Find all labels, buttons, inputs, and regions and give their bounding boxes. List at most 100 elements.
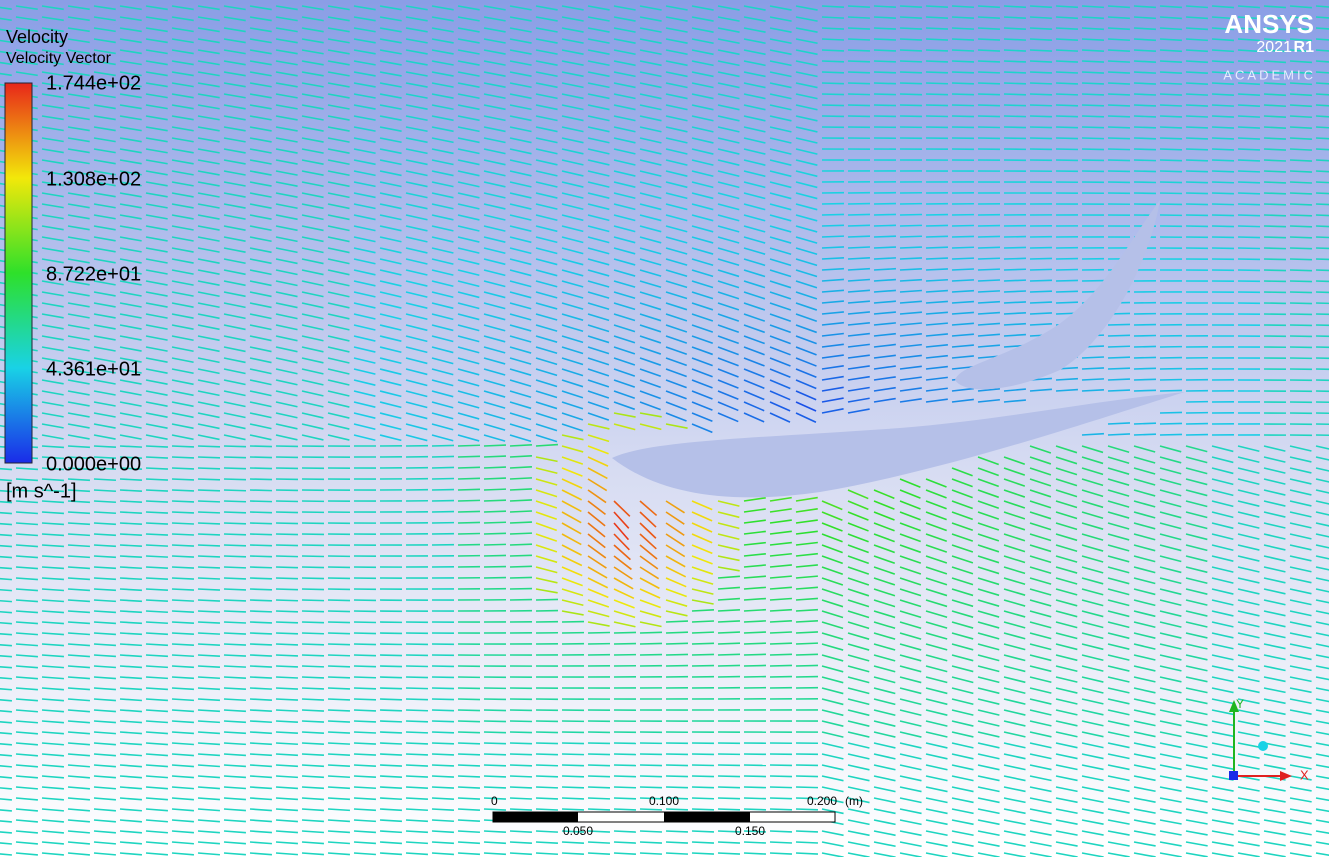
velocity-vector <box>1081 60 1105 63</box>
velocity-vector <box>41 170 64 176</box>
velocity-vector <box>1081 819 1104 825</box>
velocity-vector <box>119 467 143 470</box>
velocity-vector <box>821 665 844 673</box>
velocity-vector <box>41 82 64 88</box>
velocity-vector <box>249 709 273 713</box>
velocity-vector <box>1263 247 1287 250</box>
velocity-vector <box>1003 322 1027 326</box>
velocity-vector <box>1185 555 1208 563</box>
velocity-vector <box>457 477 481 480</box>
velocity-vector <box>769 82 792 89</box>
velocity-vector <box>509 401 532 410</box>
velocity-vector <box>587 467 608 480</box>
velocity-vector <box>327 324 350 331</box>
velocity-vector <box>275 764 299 768</box>
velocity-vector <box>327 753 351 756</box>
velocity-vector <box>457 71 480 77</box>
velocity-vector <box>1003 115 1027 118</box>
velocity-vector <box>769 148 792 155</box>
velocity-vector <box>613 511 630 529</box>
velocity-vector <box>561 214 584 222</box>
velocity-vector <box>873 533 895 543</box>
velocity-vector <box>327 808 351 812</box>
velocity-vector <box>873 588 896 597</box>
velocity-vector <box>561 522 582 535</box>
velocity-vector <box>1133 356 1157 359</box>
velocity-vector <box>1315 621 1329 626</box>
velocity-vector <box>1055 698 1078 705</box>
velocity-vector <box>1289 192 1313 195</box>
velocity-vector <box>925 742 948 749</box>
velocity-vector <box>1159 742 1182 749</box>
velocity-vector <box>899 577 922 586</box>
velocity-vector <box>119 423 142 429</box>
velocity-vector <box>431 444 455 447</box>
velocity-vector <box>1263 687 1286 694</box>
velocity-vector <box>847 544 869 554</box>
velocity-vector <box>1185 599 1208 606</box>
velocity-vector <box>691 357 713 367</box>
velocity-vector <box>691 511 713 522</box>
velocity-vector <box>613 313 636 322</box>
velocity-vector <box>119 533 143 536</box>
velocity-vector <box>93 599 117 603</box>
velocity-vector <box>379 346 402 354</box>
velocity-vector <box>119 357 142 363</box>
velocity-vector <box>93 335 116 341</box>
scale-segment <box>664 812 750 822</box>
velocity-vector <box>1185 654 1208 661</box>
velocity-vector <box>1185 676 1208 683</box>
velocity-vector <box>1107 356 1131 359</box>
velocity-vector <box>509 159 532 166</box>
velocity-vector <box>1003 665 1026 673</box>
velocity-vector <box>457 764 481 767</box>
velocity-vector <box>977 27 1001 30</box>
velocity-vector <box>795 401 817 412</box>
velocity-vector <box>1003 399 1026 403</box>
velocity-vector <box>353 16 376 22</box>
velocity-vector <box>67 500 91 504</box>
velocity-vector <box>301 764 325 768</box>
velocity-vector <box>1081 742 1104 749</box>
velocity-vector <box>951 786 974 793</box>
velocity-vector <box>613 27 636 33</box>
velocity-vector <box>769 379 791 390</box>
velocity-vector <box>639 27 662 33</box>
velocity-vector <box>145 225 168 231</box>
velocity-vector <box>639 500 658 517</box>
velocity-vector <box>457 510 481 513</box>
velocity-vector <box>821 830 844 837</box>
velocity-vector <box>145 753 169 757</box>
velocity-vector <box>873 687 896 695</box>
velocity-vector <box>665 313 688 322</box>
velocity-vector <box>1237 159 1261 162</box>
velocity-vector <box>171 27 194 33</box>
velocity-vector <box>41 49 64 55</box>
velocity-vector <box>301 753 325 757</box>
velocity-vector <box>197 687 221 691</box>
velocity-vector <box>1237 577 1260 584</box>
velocity-vector <box>41 830 64 834</box>
velocity-vector <box>483 753 507 756</box>
velocity-vector <box>1003 621 1026 629</box>
velocity-vector <box>275 335 298 342</box>
velocity-vector <box>275 731 299 735</box>
velocity-vector <box>15 808 38 812</box>
velocity-vector <box>93 291 116 297</box>
velocity-vector <box>1029 312 1053 315</box>
velocity-vector <box>483 423 506 431</box>
velocity-vector <box>613 808 637 811</box>
velocity-vector <box>795 346 817 356</box>
velocity-vector <box>1185 709 1208 716</box>
velocity-vector <box>639 82 662 89</box>
velocity-vector <box>717 608 741 612</box>
velocity-vector <box>223 599 247 602</box>
velocity-vector <box>171 478 195 481</box>
velocity-vector <box>1315 148 1329 151</box>
velocity-vector <box>1211 170 1235 173</box>
velocity-vector <box>665 511 685 525</box>
velocity-vector <box>691 775 715 778</box>
velocity-vector <box>743 225 766 233</box>
velocity-vector <box>379 423 402 431</box>
velocity-vector <box>951 71 975 74</box>
